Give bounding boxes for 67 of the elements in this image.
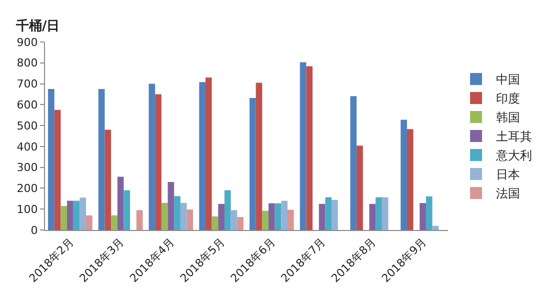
bar [237, 217, 244, 230]
bar [281, 200, 288, 230]
y-tick-label: 200 [16, 182, 38, 196]
y-tick-label: 500 [16, 119, 38, 132]
legend-label: 法国 [496, 186, 520, 201]
bar [155, 94, 162, 230]
bar [256, 82, 262, 230]
bar [230, 210, 238, 230]
bar [432, 226, 439, 230]
bar [300, 62, 306, 230]
y-tick-label: 700 [16, 78, 38, 91]
y-tick-label: 400 [16, 140, 38, 154]
bar [104, 130, 112, 230]
bar [180, 202, 187, 230]
bar [350, 96, 357, 230]
bar [332, 200, 338, 230]
bar [426, 196, 432, 230]
legend-label: 印度 [496, 92, 520, 106]
bar [268, 203, 275, 230]
y-tick-label: 600 [16, 98, 38, 112]
legend-label: 土耳其 [496, 130, 532, 144]
bar [400, 120, 407, 230]
bar [67, 200, 74, 230]
bar [325, 197, 332, 230]
bar [136, 210, 143, 230]
bar [420, 203, 426, 230]
y-tick-label: 800 [16, 56, 38, 70]
bar [199, 82, 206, 230]
bar [117, 176, 124, 230]
bar [54, 110, 61, 230]
bar [73, 200, 80, 230]
bar [318, 204, 326, 230]
bar [382, 197, 388, 230]
bar [356, 146, 363, 230]
bar [148, 84, 156, 230]
bar [205, 78, 212, 230]
bar [212, 216, 218, 230]
legend-label: 中国 [496, 72, 520, 87]
legend-label: 韩国 [496, 110, 520, 125]
bar [218, 204, 224, 230]
y-tick-label: 100 [16, 202, 38, 216]
bar [98, 89, 105, 230]
y-axis-title: 千桶/日 [15, 18, 60, 34]
bar [86, 215, 92, 230]
bar [224, 190, 231, 230]
bar [161, 202, 168, 230]
bar [80, 198, 86, 230]
y-tick-label: 0 [30, 224, 38, 237]
y-tick-label: 300 [16, 161, 38, 174]
legend-label: 意大利 [495, 148, 532, 163]
bar [250, 98, 256, 230]
bar [60, 206, 68, 230]
bar [274, 203, 282, 230]
bar [124, 190, 130, 230]
bar [174, 196, 180, 230]
bar [306, 66, 313, 230]
bar [111, 215, 118, 230]
bar [168, 182, 174, 230]
legend-label: 日本 [496, 168, 520, 182]
bar [186, 210, 194, 230]
bar [369, 204, 376, 230]
bar [406, 129, 414, 230]
bar [48, 89, 54, 230]
bar [262, 210, 269, 230]
bar [288, 210, 294, 230]
bar [376, 197, 382, 230]
y-tick-label: 900 [16, 36, 38, 49]
